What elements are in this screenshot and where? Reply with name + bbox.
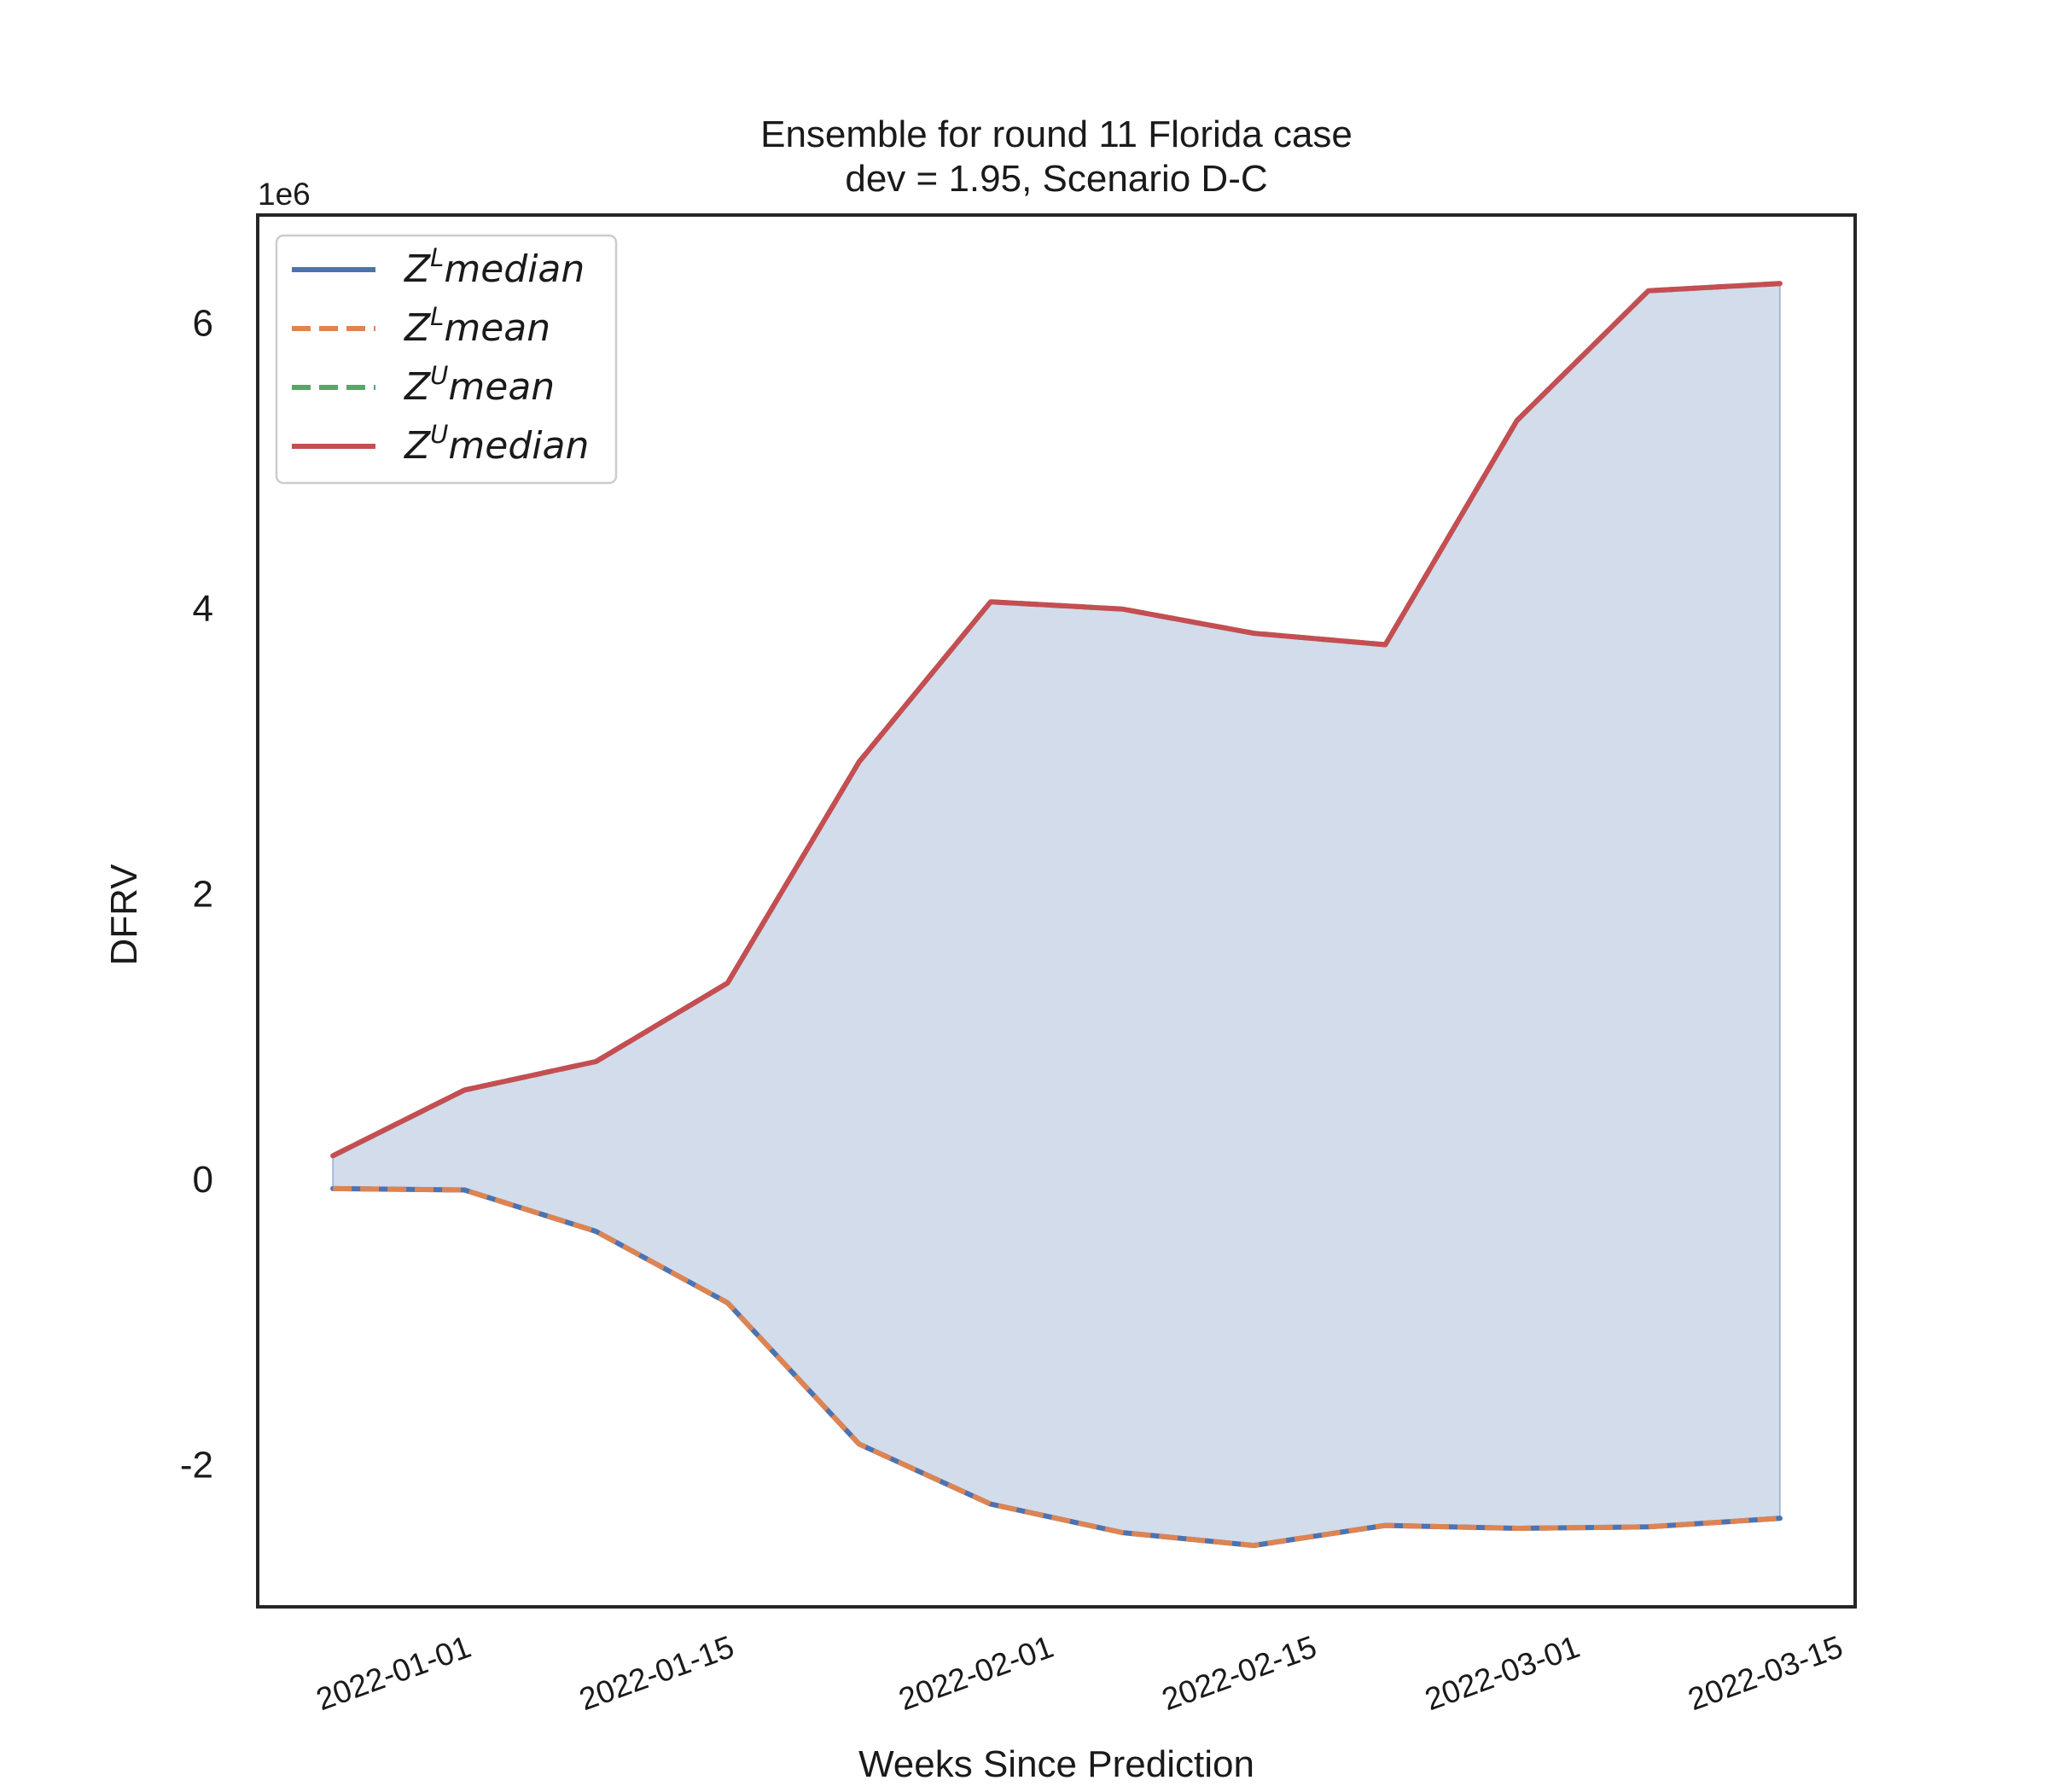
- series-line-3: [330, 281, 1783, 1159]
- x-tick-label: 2022-03-15: [1684, 1629, 1847, 1717]
- legend-label: ZUmean: [404, 361, 555, 409]
- y-tick-label: 2: [193, 874, 213, 916]
- y-tick-label: 0: [193, 1159, 213, 1201]
- y-tick-label: 4: [193, 588, 213, 630]
- y-offset-text: 1e6: [258, 177, 311, 212]
- legend: ZLmedian ZLmean ZUmean ZUmedian: [275, 234, 618, 485]
- legend-frame: [275, 234, 618, 485]
- x-tick-label: 2022-02-15: [1157, 1629, 1321, 1717]
- y-tick-label: 6: [193, 303, 213, 345]
- y-axis-ticks: -2 0 2 4 6: [180, 303, 213, 1487]
- x-tick-label: 2022-02-01: [894, 1629, 1058, 1717]
- legend-label: ZUmedian: [404, 420, 589, 468]
- x-tick-label: 2022-01-01: [311, 1629, 475, 1717]
- plot-area: [256, 213, 1857, 1609]
- chart-title-line-2: dev = 1.95, Scenario D-C: [845, 158, 1267, 200]
- x-axis-ticks: 2022-01-01 2022-01-15 2022-02-01 2022-02-15…: [311, 1629, 1847, 1717]
- legend-label: ZLmedian: [404, 243, 585, 291]
- series-line-1: [333, 1185, 1781, 1549]
- plot-frame: [256, 213, 1857, 1609]
- y-tick-label: -2: [180, 1445, 213, 1487]
- x-tick-label: 2022-03-01: [1420, 1629, 1584, 1717]
- legend-label: ZLmean: [404, 302, 550, 350]
- x-tick-label: 2022-01-15: [574, 1629, 738, 1717]
- x-axis-label: Weeks Since Prediction: [858, 1743, 1254, 1785]
- y-axis-label: DFRV: [103, 864, 145, 966]
- chart-title-line-1: Ensemble for round 11 Florida case: [760, 113, 1353, 155]
